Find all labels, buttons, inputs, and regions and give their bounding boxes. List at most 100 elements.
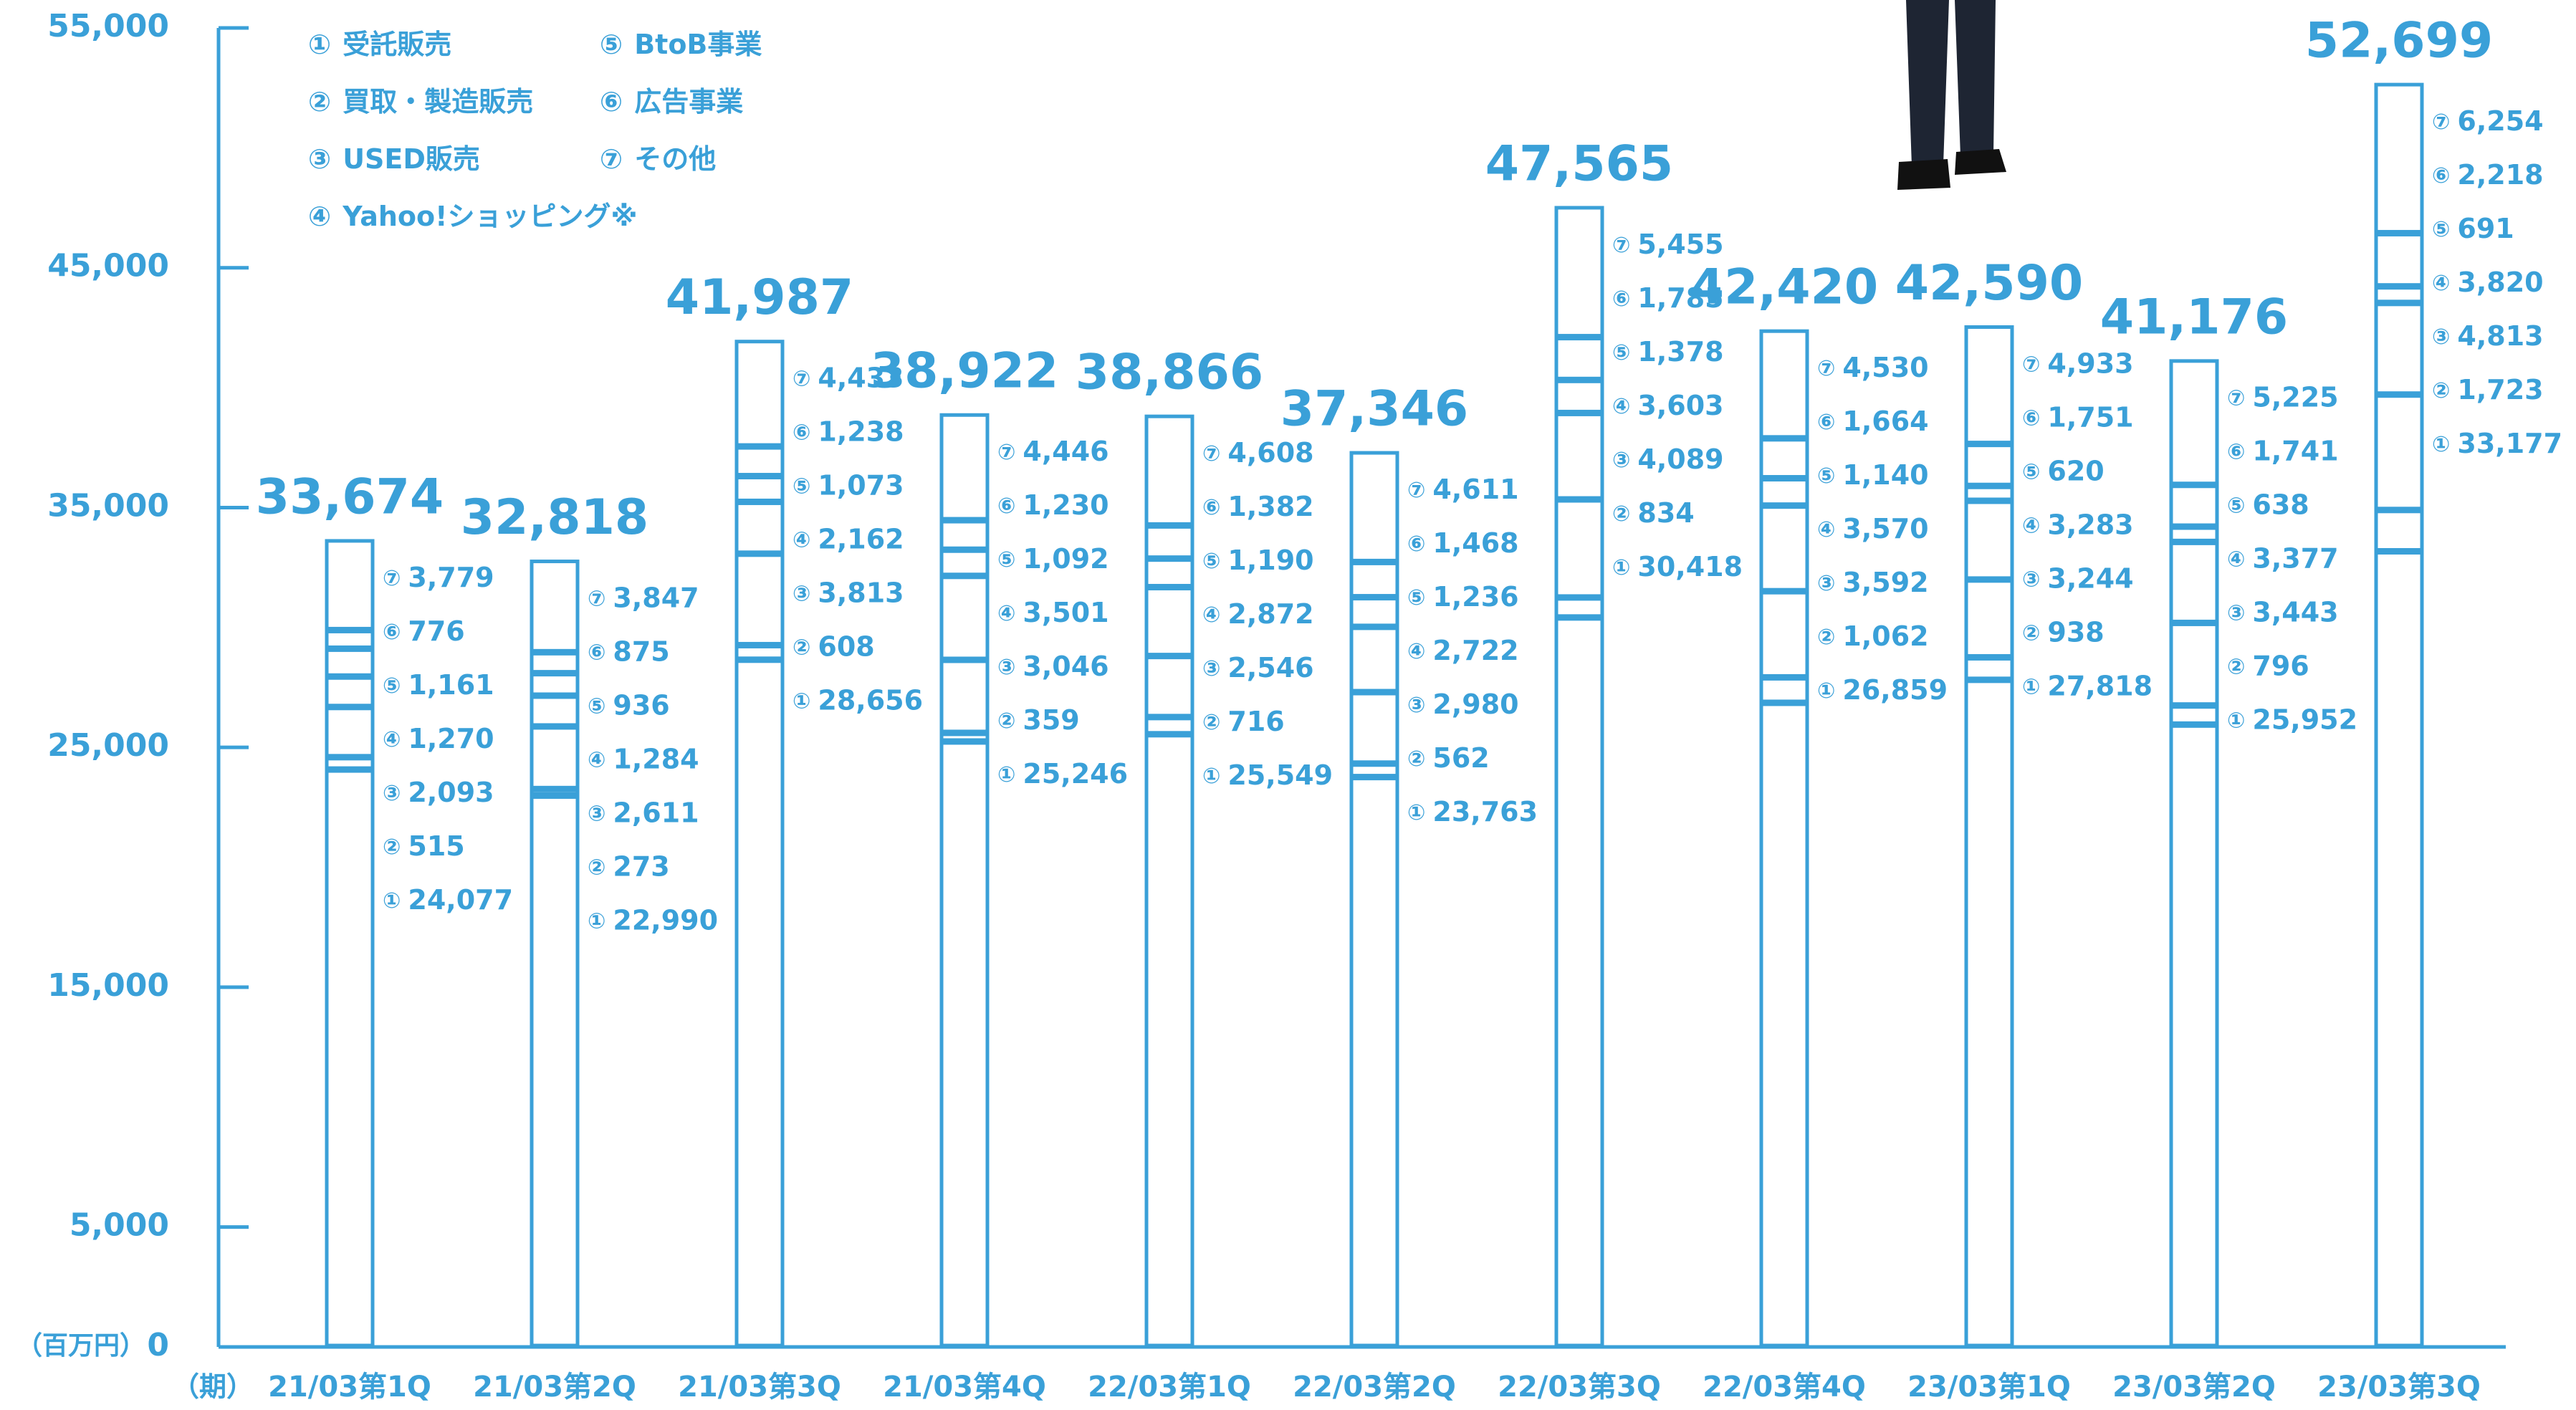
- value-label: ③ 2,611: [588, 797, 699, 828]
- x-tick-label: 23/03第1Q: [1907, 1371, 2071, 1404]
- bar-segment: [530, 726, 580, 790]
- bar-segment: [325, 769, 375, 1348]
- bar-segment: [1554, 412, 1604, 500]
- value-label: ② 515: [383, 830, 465, 861]
- value-label-marker: ⑥: [1202, 495, 1220, 520]
- bar-segment: [1554, 597, 1604, 618]
- bar-segment: [1759, 438, 1809, 479]
- value-label-number: 3,813: [818, 577, 904, 608]
- value-label-marker: ①: [793, 689, 810, 714]
- legend-marker: ⑥: [600, 86, 623, 118]
- value-label-marker: ⑦: [1202, 441, 1220, 466]
- bar-segment: [1144, 558, 1194, 588]
- bar-segment: [1144, 524, 1194, 560]
- y-tick-label: 0: [147, 1327, 169, 1363]
- value-label-number: 776: [408, 615, 464, 646]
- bar-segment: [939, 549, 990, 577]
- value-label-marker: ④: [1817, 517, 1835, 542]
- legend-label: その他: [634, 143, 716, 175]
- value-label-marker: ④: [793, 527, 810, 552]
- value-label-marker: ②: [1407, 746, 1425, 771]
- value-label: ⑦ 6,254: [2432, 105, 2544, 137]
- value-label: ② 834: [1612, 497, 1695, 528]
- bar-segment: [2374, 394, 2424, 511]
- value-label-marker: ③: [997, 655, 1015, 680]
- value-label-marker: ⑥: [997, 494, 1015, 519]
- x-tick-label: 23/03第2Q: [2112, 1371, 2276, 1404]
- value-label-number: 1,140: [1842, 459, 1928, 491]
- value-label-marker: ⑦: [997, 440, 1015, 465]
- value-label: ④ 2,162: [793, 523, 904, 555]
- value-label-number: 2,162: [818, 523, 904, 555]
- value-label: ⑥ 1,238: [793, 416, 904, 447]
- value-label-marker: ②: [1612, 501, 1630, 526]
- value-label: ③ 4,089: [1612, 443, 1724, 474]
- value-label-marker: ③: [1407, 692, 1425, 717]
- value-label-marker: ⑤: [1407, 585, 1425, 610]
- bar-segment: [1349, 597, 1399, 628]
- x-tick-label: 23/03第3Q: [2317, 1371, 2481, 1404]
- value-label-number: 33,177: [2457, 428, 2562, 459]
- value-label: ⑥ 2,218: [2432, 159, 2544, 191]
- value-label-number: 3,443: [2252, 596, 2338, 628]
- bar-segment: [1349, 777, 1399, 1348]
- bar-segment: [1349, 561, 1399, 598]
- value-label: ③ 2,093: [383, 776, 494, 807]
- value-label-marker: ①: [2432, 432, 2450, 457]
- value-label: ② 1,062: [1817, 620, 1929, 652]
- value-label-marker: ②: [2227, 654, 2245, 679]
- value-label: ③ 3,443: [2227, 596, 2339, 628]
- value-label-marker: ①: [997, 762, 1015, 787]
- legend-marker: ④: [308, 201, 331, 232]
- value-label: ⑤ 1,190: [1202, 545, 1314, 576]
- value-label: ④ 3,570: [1817, 513, 1929, 545]
- value-label-marker: ③: [588, 801, 605, 826]
- total-label: 41,176: [2100, 289, 2288, 345]
- value-label-number: 4,813: [2457, 320, 2543, 352]
- bar-segment: [2169, 484, 2219, 527]
- value-label-marker: ④: [588, 747, 605, 772]
- value-label-number: 2,093: [408, 776, 494, 807]
- value-label-number: 359: [1023, 704, 1079, 736]
- value-label-number: 1,284: [613, 743, 699, 774]
- x-tick-label: 22/03第4Q: [1703, 1371, 1866, 1404]
- value-label-marker: ⑥: [1407, 531, 1425, 556]
- x-tick-label: 21/03第3Q: [678, 1371, 841, 1404]
- value-label-number: 4,433: [818, 362, 904, 393]
- bar-segment: [530, 788, 580, 796]
- value-label-marker: ⑥: [793, 420, 810, 445]
- value-label-marker: ⑥: [2022, 406, 2040, 431]
- bar-segment: [2374, 286, 2424, 304]
- value-label-marker: ⑦: [2432, 110, 2450, 135]
- value-label-number: 3,779: [408, 561, 494, 593]
- bar-segment: [530, 695, 580, 727]
- legend-label: Yahoo!ショッピング※: [342, 201, 637, 232]
- value-label-marker: ①: [383, 888, 401, 913]
- value-label-number: 2,218: [2457, 159, 2543, 191]
- value-label-number: 2,872: [1227, 598, 1313, 630]
- y-tick-label: 45,000: [47, 248, 169, 284]
- value-label: ⑤ 1,140: [1817, 459, 1929, 491]
- value-label-marker: ④: [2022, 513, 2040, 538]
- value-label-number: 30,418: [1637, 550, 1743, 582]
- value-label-number: 936: [613, 689, 669, 721]
- value-label-marker: ⑦: [1817, 356, 1835, 381]
- value-label: ② 1,723: [2432, 374, 2544, 406]
- value-label: ④ 3,501: [997, 597, 1109, 628]
- bar-segment: [1964, 579, 2014, 658]
- value-label-marker: ④: [1612, 393, 1630, 418]
- value-label-marker: ⑤: [1202, 549, 1220, 574]
- value-label-number: 1,062: [1842, 620, 1928, 652]
- bar-segment: [1349, 451, 1399, 562]
- value-label-number: 4,611: [1432, 473, 1518, 504]
- value-label-marker: ⑥: [588, 640, 605, 665]
- value-label-marker: ⑥: [1817, 410, 1835, 435]
- value-label: ⑦ 4,530: [1817, 352, 1929, 383]
- bar-segment: [1144, 716, 1194, 735]
- value-label-marker: ⑦: [793, 366, 810, 391]
- value-label-marker: ⑤: [383, 673, 401, 698]
- value-label: ⑥ 776: [383, 615, 465, 646]
- value-label-marker: ①: [1202, 764, 1220, 789]
- bar-segment: [2374, 82, 2424, 234]
